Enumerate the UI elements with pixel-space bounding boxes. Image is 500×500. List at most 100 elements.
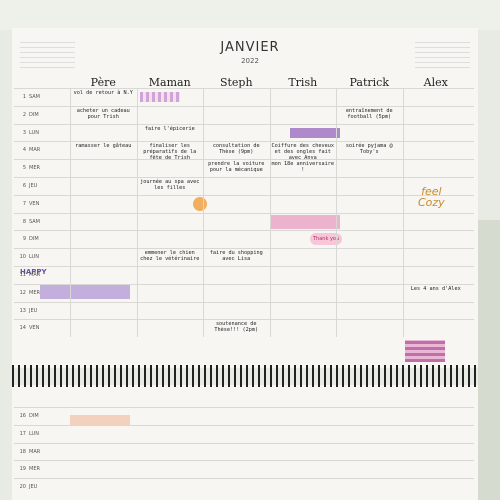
entry: journée au spa avec les filles — [140, 179, 200, 191]
day-label: 19 MER — [16, 466, 40, 472]
mini-calendar — [415, 40, 470, 68]
column-header: Alex — [423, 76, 448, 89]
day-label: 10 LUN — [16, 254, 39, 260]
day-label: 8 SAM — [16, 219, 40, 225]
day-number: 8 — [22, 218, 26, 225]
day-number: 7 — [22, 200, 26, 207]
day-number: 9 — [22, 236, 26, 243]
weekday: LUN — [29, 129, 39, 136]
column-header: Maman — [148, 76, 191, 89]
day-label: 2 DIM — [16, 112, 39, 118]
washi-tape — [290, 128, 340, 138]
day-number: 18 — [19, 448, 26, 455]
row-line — [14, 212, 474, 214]
washi-tape — [270, 215, 340, 229]
row-line — [14, 266, 474, 267]
day-label: 5 MER — [16, 165, 40, 171]
column-header: Patrick — [349, 76, 390, 89]
row-line — [14, 88, 474, 89]
weekday: VEN — [29, 325, 40, 332]
row-line — [14, 478, 474, 480]
row-line — [14, 177, 474, 178]
weekday: VEN — [29, 200, 40, 207]
day-number: 16 — [19, 412, 26, 419]
weekday: DIM — [29, 236, 39, 243]
weekday: MAR — [29, 147, 41, 154]
row-line — [14, 194, 474, 196]
day-label: 3 LUN — [16, 130, 39, 136]
weekday: SAM — [29, 218, 41, 225]
sticker-text: feel — [421, 185, 442, 198]
row-line — [14, 319, 474, 321]
row-line — [14, 442, 474, 444]
row-line — [14, 301, 474, 303]
entry: faire du shopping avec Lisa — [209, 250, 263, 263]
weekday: LUN — [29, 254, 39, 261]
column-header: Steph — [219, 76, 253, 89]
day-number: 19 — [19, 466, 26, 473]
spiral-binding — [12, 365, 478, 387]
day-number: 17 — [19, 430, 26, 437]
row-line — [14, 407, 474, 408]
day-label: 14 VEN — [16, 325, 40, 332]
entry: vol de retour à N.Y — [73, 90, 133, 96]
entry: entraînement de football (5pm) — [345, 107, 393, 120]
top-sheet — [12, 28, 478, 368]
weekday: MER — [29, 289, 40, 296]
weekday: JEU — [29, 307, 38, 314]
column-header: Trish — [288, 76, 318, 89]
row-line — [14, 460, 474, 462]
entry: prendre la voiture pour la mécanique — [208, 161, 265, 174]
entry: consultation de Thèse (9pm) — [212, 143, 260, 156]
weekday: MAR — [29, 271, 41, 278]
day-number: 3 — [22, 129, 26, 136]
weekday: DIM — [29, 111, 39, 118]
day-number: 14 — [19, 325, 26, 332]
day-number: 2 — [22, 111, 26, 118]
weekday: SAM — [29, 93, 41, 100]
entry: Les 4 ans d'Alex — [410, 285, 461, 292]
side-tab — [478, 220, 500, 500]
day-number: 20 — [19, 484, 26, 491]
day-label: 20 JEU — [16, 484, 38, 491]
day-number: 5 — [22, 165, 26, 172]
day-label: 16 DIM — [16, 413, 39, 419]
day-label: 13 JEU — [16, 307, 38, 314]
thanks-sticker: Thank you — [310, 233, 343, 245]
entry: acheter un cadeau pour Trish — [76, 107, 130, 120]
washi-tape — [405, 340, 445, 362]
day-number: 1 — [22, 93, 26, 100]
entry: soutenance de Thèse!!! (2pm) — [214, 321, 259, 334]
entry: mon 18e anniversaire ! — [271, 161, 334, 174]
day-number: 12 — [19, 289, 26, 296]
day-number: 6 — [22, 182, 26, 189]
row-line — [14, 424, 474, 426]
entry: soirée pyjama @ Toby's — [345, 143, 393, 156]
washi-tape — [140, 92, 180, 102]
year: 2022 — [241, 57, 259, 65]
bottom-sheet — [12, 385, 478, 500]
row-line — [14, 105, 474, 107]
day-number: 13 — [19, 307, 26, 314]
day-label: 18 MAR — [16, 448, 41, 455]
day-number: 4 — [22, 147, 26, 154]
entry: ramasser le gâteau — [75, 143, 132, 150]
day-number: 10 — [19, 254, 26, 261]
weekday: MER — [29, 466, 40, 473]
entry: finaliser les préparatifs de la fête de … — [143, 143, 197, 162]
day-label: 4 MAR — [16, 147, 40, 153]
row-line — [14, 248, 474, 250]
row-line — [14, 141, 474, 143]
entry: Coiffure des cheveux et des ongles fait … — [271, 143, 334, 162]
entry: faire l'épicerie — [144, 125, 195, 132]
weekday: JEU — [29, 484, 38, 491]
weekday: MER — [29, 165, 40, 172]
column-header: Père — [90, 76, 116, 89]
sticker-text: Cozy — [418, 196, 445, 209]
washi-tape — [70, 415, 130, 425]
mini-calendar — [20, 40, 75, 68]
weekday: MAR — [29, 448, 41, 455]
day-label: 11 MAR — [16, 271, 41, 278]
day-label: 6 JEU — [16, 183, 37, 189]
